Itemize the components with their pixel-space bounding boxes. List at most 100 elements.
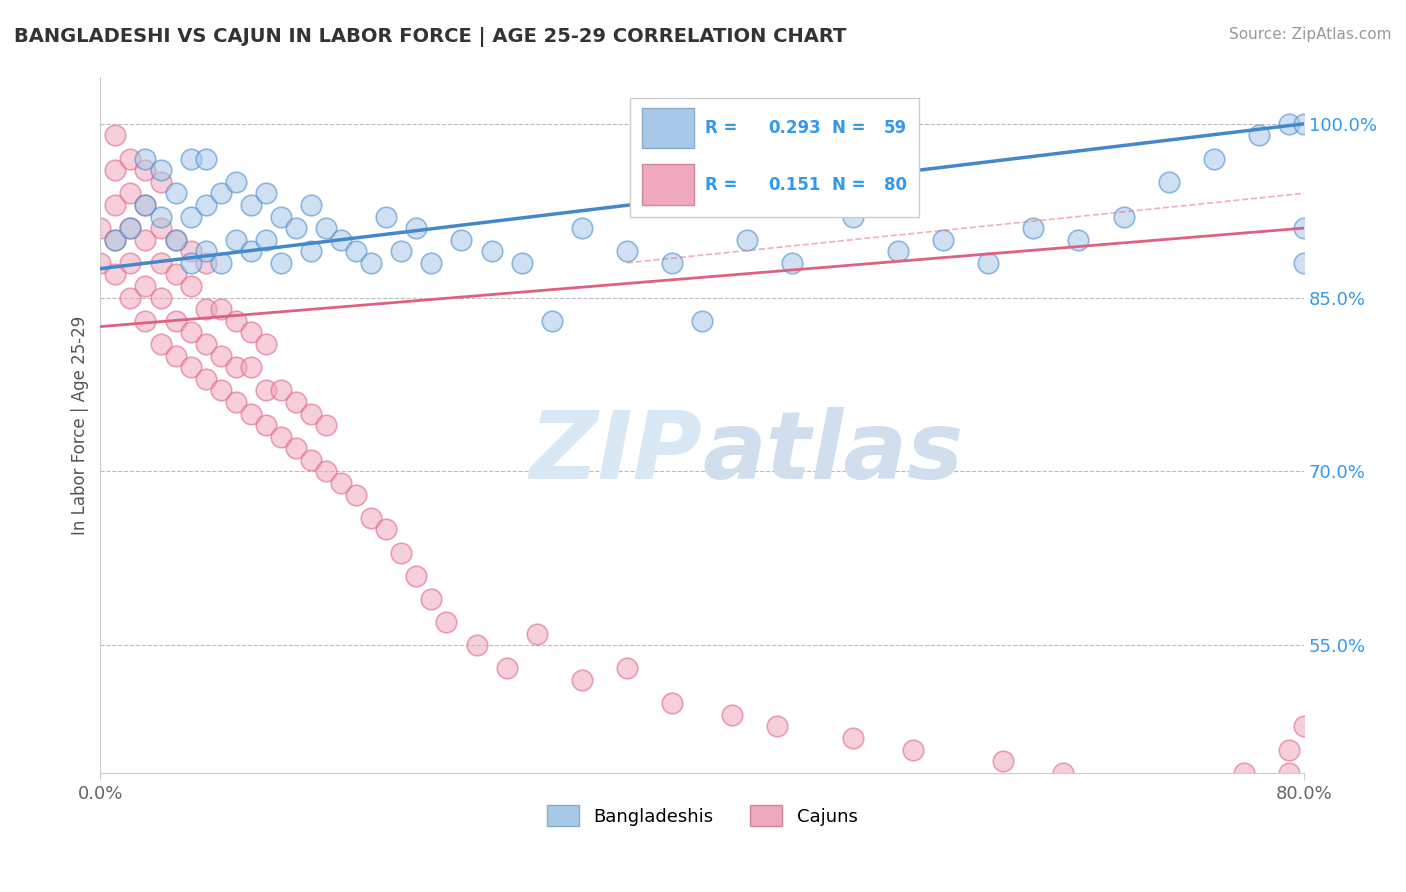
Point bbox=[104, 163, 127, 178]
Point bbox=[120, 186, 142, 201]
Point bbox=[134, 198, 156, 212]
Point bbox=[209, 384, 232, 398]
Point bbox=[194, 372, 217, 386]
Point bbox=[239, 407, 262, 421]
Point bbox=[225, 360, 247, 375]
Point bbox=[616, 661, 638, 675]
Point bbox=[254, 384, 277, 398]
Point bbox=[134, 279, 156, 293]
Point bbox=[1294, 719, 1316, 733]
Point bbox=[977, 256, 1000, 270]
Point bbox=[465, 638, 488, 652]
Point bbox=[299, 407, 322, 421]
Text: ZIP: ZIP bbox=[529, 407, 702, 499]
Point bbox=[239, 360, 262, 375]
Point bbox=[1278, 117, 1301, 131]
Point bbox=[526, 626, 548, 640]
Point bbox=[254, 418, 277, 433]
Point bbox=[120, 221, 142, 235]
Point bbox=[165, 268, 187, 282]
Point bbox=[616, 244, 638, 259]
Point bbox=[901, 742, 924, 756]
Point bbox=[330, 233, 353, 247]
Point bbox=[315, 418, 337, 433]
Point bbox=[420, 256, 443, 270]
Point bbox=[194, 337, 217, 351]
Point bbox=[887, 244, 910, 259]
Point bbox=[194, 256, 217, 270]
Point bbox=[571, 221, 593, 235]
Point bbox=[284, 442, 307, 456]
Point bbox=[1112, 210, 1135, 224]
Point bbox=[284, 395, 307, 409]
Point bbox=[270, 256, 292, 270]
Point bbox=[841, 210, 863, 224]
Point bbox=[315, 465, 337, 479]
Point bbox=[661, 696, 683, 710]
Point bbox=[120, 152, 142, 166]
Point bbox=[149, 163, 172, 178]
Point bbox=[180, 210, 202, 224]
Point bbox=[991, 754, 1014, 768]
Point bbox=[270, 384, 292, 398]
Point bbox=[571, 673, 593, 687]
Point bbox=[1067, 233, 1090, 247]
Point bbox=[134, 233, 156, 247]
Point bbox=[420, 591, 443, 606]
Point bbox=[225, 395, 247, 409]
Point bbox=[1173, 777, 1195, 791]
Point bbox=[149, 175, 172, 189]
Point bbox=[721, 707, 744, 722]
Point bbox=[1233, 765, 1256, 780]
Point bbox=[180, 152, 202, 166]
Point bbox=[1294, 117, 1316, 131]
Point bbox=[270, 210, 292, 224]
Point bbox=[932, 233, 955, 247]
Point bbox=[1294, 221, 1316, 235]
Point bbox=[284, 221, 307, 235]
Point bbox=[254, 233, 277, 247]
Point bbox=[120, 291, 142, 305]
Point bbox=[120, 221, 142, 235]
Point bbox=[225, 314, 247, 328]
Point bbox=[180, 279, 202, 293]
Point bbox=[1294, 256, 1316, 270]
Point bbox=[766, 719, 789, 733]
Point bbox=[89, 221, 111, 235]
Point bbox=[149, 291, 172, 305]
Point bbox=[209, 349, 232, 363]
Point bbox=[194, 302, 217, 317]
Text: BANGLADESHI VS CAJUN IN LABOR FORCE | AGE 25-29 CORRELATION CHART: BANGLADESHI VS CAJUN IN LABOR FORCE | AG… bbox=[14, 27, 846, 46]
Point bbox=[782, 256, 804, 270]
Point bbox=[540, 314, 562, 328]
Point bbox=[149, 337, 172, 351]
Point bbox=[149, 210, 172, 224]
Point bbox=[104, 198, 127, 212]
Point bbox=[165, 233, 187, 247]
Point bbox=[180, 360, 202, 375]
Point bbox=[239, 244, 262, 259]
Y-axis label: In Labor Force | Age 25-29: In Labor Force | Age 25-29 bbox=[72, 316, 89, 534]
Point bbox=[841, 731, 863, 745]
Point bbox=[239, 198, 262, 212]
Point bbox=[134, 198, 156, 212]
Point bbox=[405, 221, 427, 235]
Point bbox=[436, 615, 458, 629]
Point bbox=[299, 453, 322, 467]
Point bbox=[344, 244, 367, 259]
Text: Source: ZipAtlas.com: Source: ZipAtlas.com bbox=[1229, 27, 1392, 42]
Point bbox=[225, 233, 247, 247]
Point bbox=[194, 152, 217, 166]
Point bbox=[134, 314, 156, 328]
Point bbox=[299, 244, 322, 259]
Point bbox=[360, 256, 382, 270]
Legend: Bangladeshis, Cajuns: Bangladeshis, Cajuns bbox=[540, 798, 865, 833]
Point bbox=[1202, 152, 1225, 166]
Point bbox=[1052, 765, 1074, 780]
Point bbox=[180, 326, 202, 340]
Point bbox=[375, 522, 398, 536]
Point bbox=[481, 244, 503, 259]
Point bbox=[405, 568, 427, 582]
Point bbox=[104, 233, 127, 247]
Point bbox=[165, 349, 187, 363]
